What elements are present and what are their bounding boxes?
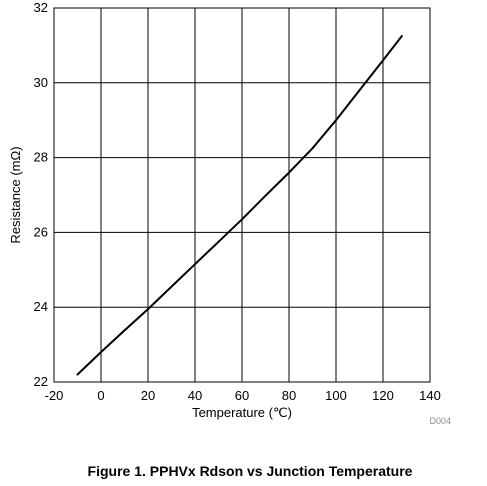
x-tick-label: 140	[419, 388, 441, 403]
x-tick-label: 20	[141, 388, 155, 403]
y-tick-label: 32	[34, 0, 48, 15]
grid-layer	[53, 7, 431, 383]
figure-caption: Figure 1. PPHVx Rdson vs Junction Temper…	[87, 463, 413, 479]
chart-svg: -20 0 20 40 60 80 100 120 140 22 24 26 28 30 32 Tempe…	[8, 0, 451, 426]
x-axis-label: Temperature (℃)	[192, 405, 292, 420]
x-tick-labels: -20 0 20 40 60 80 100 120 140	[45, 388, 441, 403]
y-tick-label: 30	[34, 75, 48, 90]
y-tick-label: 22	[34, 374, 48, 389]
x-tick-label: 40	[188, 388, 202, 403]
plot-frame	[53, 7, 431, 383]
figure-id: D004	[429, 416, 451, 426]
x-tick-label: 120	[372, 388, 394, 403]
x-tick-label: 0	[97, 388, 104, 403]
series-line	[76, 35, 403, 376]
series-layer	[76, 35, 403, 376]
x-tick-label: 100	[325, 388, 347, 403]
y-axis-label: Resistance (mΩ)	[8, 146, 23, 243]
x-tick-label: -20	[45, 388, 64, 403]
y-tick-label: 24	[34, 299, 48, 314]
x-tick-label: 80	[282, 388, 296, 403]
y-tick-label: 26	[34, 224, 48, 239]
y-tick-label: 28	[34, 150, 48, 165]
y-tick-labels: 22 24 26 28 30 32	[34, 0, 48, 389]
x-tick-label: 60	[235, 388, 249, 403]
